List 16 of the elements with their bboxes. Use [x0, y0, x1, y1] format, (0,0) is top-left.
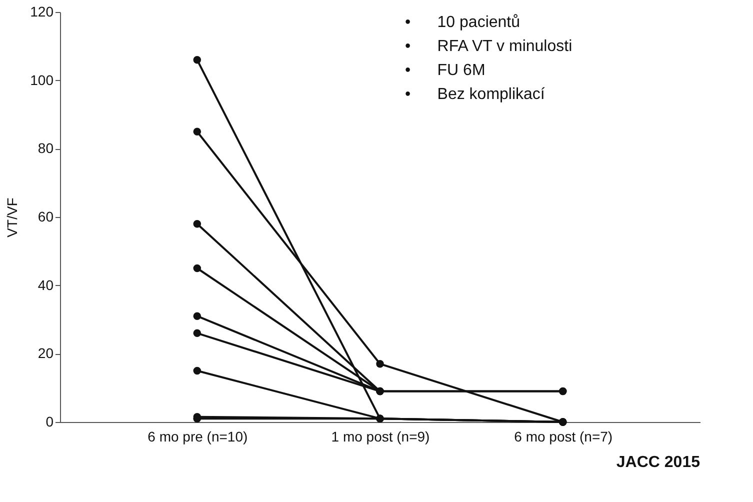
- x-tick-label: 1 mo post (n=9): [331, 428, 430, 444]
- y-tick-label: 80: [38, 140, 54, 156]
- annotation: • RFA VT v minulosti: [405, 38, 572, 55]
- y-tick-label: 120: [30, 4, 54, 20]
- annotation: • 10 pacientů: [405, 14, 520, 31]
- x-tick-label: 6 mo pre (n=10): [148, 428, 248, 444]
- y-tick-label: 40: [38, 276, 54, 293]
- y-tick-label: 0: [46, 414, 54, 430]
- annotation: • Bez komplikací: [405, 86, 546, 103]
- y-axis-title: VT/VF: [4, 198, 20, 238]
- y-tick-label: 100: [30, 72, 54, 88]
- y-tick-label: 20: [38, 345, 54, 362]
- annotation: • FU 6M: [405, 62, 486, 79]
- x-tick-label: 6 mo post (n=7): [514, 428, 613, 444]
- text: JACC 2015: [616, 454, 700, 471]
- y-tick-label: 60: [38, 208, 54, 224]
